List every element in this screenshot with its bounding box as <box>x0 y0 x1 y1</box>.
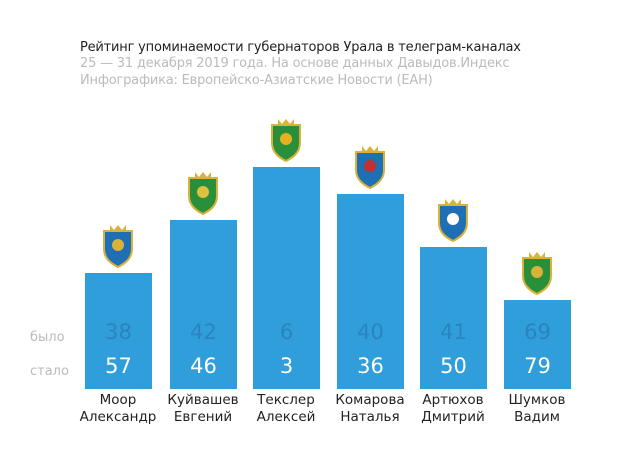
chart-subtitle: 25 — 31 декабря 2019 года. На основе дан… <box>80 56 510 71</box>
first-name: Дмитрий <box>421 409 485 425</box>
was-value: 40 <box>357 320 384 344</box>
first-name: Алексей <box>256 409 316 425</box>
category-label: Куйвашев Евгений <box>158 392 248 426</box>
now-value: 3 <box>279 354 294 378</box>
was-value: 6 <box>279 320 294 344</box>
first-name: Вадим <box>514 409 560 425</box>
surname: Артюхов <box>422 392 484 408</box>
coat-of-arms-icon <box>433 197 473 242</box>
category-label: Комарова Наталья <box>325 392 415 426</box>
bar <box>85 273 152 389</box>
category-label: Шумков Вадим <box>492 392 582 426</box>
coat-of-arms-icon <box>183 170 223 216</box>
bar <box>337 193 404 389</box>
category-label: Текслер Алексей <box>241 392 331 426</box>
was-value: 41 <box>440 320 467 344</box>
was-value: 42 <box>190 320 217 344</box>
coat-of-arms-icon <box>517 250 557 295</box>
surname: Шумков <box>508 392 566 408</box>
bar <box>253 167 320 389</box>
surname: Моор <box>99 392 137 408</box>
row-label-now: стало <box>30 364 69 379</box>
coat-of-arms-icon <box>266 117 306 163</box>
was-value: 69 <box>524 320 551 344</box>
now-value: 79 <box>524 354 551 378</box>
surname: Куйвашев <box>167 392 239 408</box>
now-value: 36 <box>357 354 384 378</box>
bar <box>504 299 571 389</box>
row-label-was: было <box>30 330 65 345</box>
coat-of-arms-icon <box>350 144 390 189</box>
now-value: 57 <box>105 354 132 378</box>
surname: Текслер <box>257 392 315 408</box>
chart-title: Рейтинг упоминаемости губернаторов Урала… <box>80 40 521 55</box>
bar <box>420 246 487 389</box>
first-name: Евгений <box>173 409 233 425</box>
chart-credit: Инфографика: Европейско-Азиатские Новост… <box>80 73 433 88</box>
first-name: Александр <box>79 409 157 425</box>
category-label: Моор Александр <box>73 392 163 426</box>
bar <box>170 220 237 389</box>
coat-of-arms-icon <box>98 223 138 269</box>
was-value: 38 <box>105 320 132 344</box>
surname: Комарова <box>335 392 405 408</box>
category-label: Артюхов Дмитрий <box>408 392 498 426</box>
now-value: 50 <box>440 354 467 378</box>
first-name: Наталья <box>340 409 400 425</box>
now-value: 46 <box>190 354 217 378</box>
